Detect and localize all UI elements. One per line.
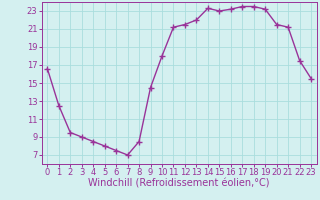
X-axis label: Windchill (Refroidissement éolien,°C): Windchill (Refroidissement éolien,°C)	[88, 179, 270, 189]
